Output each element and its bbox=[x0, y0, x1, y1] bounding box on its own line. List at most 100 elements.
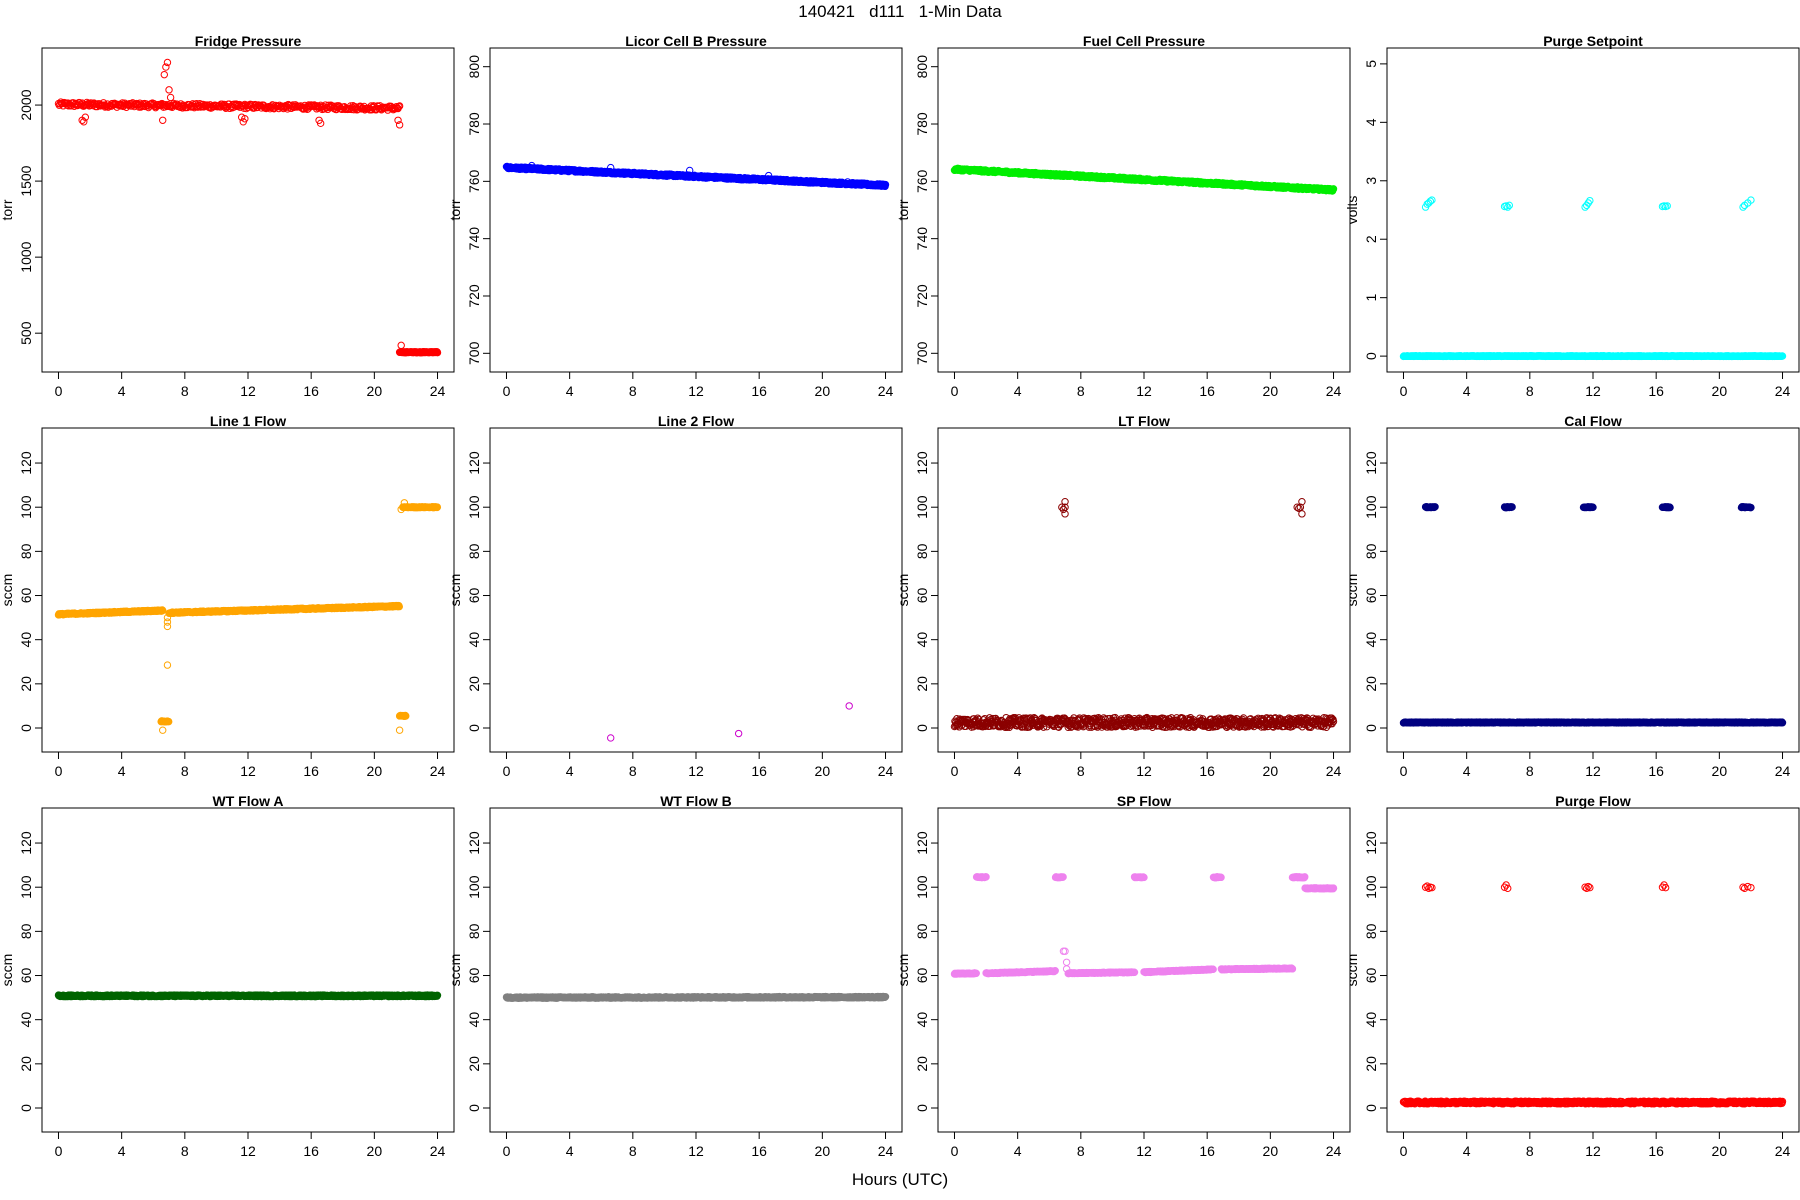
y-tick-label: 80 bbox=[18, 543, 34, 559]
y-tick-label: 780 bbox=[466, 112, 482, 136]
plot-frame bbox=[489, 47, 903, 373]
data-point bbox=[294, 102, 302, 110]
y-tick-label: 40 bbox=[1363, 632, 1379, 648]
y-tick-label: 60 bbox=[18, 588, 34, 604]
y-axis-label: sccm bbox=[895, 574, 911, 607]
y-axis-label: torr bbox=[895, 199, 911, 220]
series-line-2-flow bbox=[607, 702, 853, 742]
y-axis-label: sccm bbox=[0, 574, 15, 607]
x-tick-label: 0 bbox=[503, 383, 511, 399]
y-axis-label: sccm bbox=[447, 574, 463, 607]
x-tick-label: 8 bbox=[629, 383, 637, 399]
y-tick-label: 700 bbox=[466, 341, 482, 365]
x-tick-label: 8 bbox=[1077, 763, 1085, 779]
data-point bbox=[397, 341, 405, 350]
y-tick-label: 720 bbox=[914, 284, 930, 308]
y-tick-label: 2 bbox=[1363, 235, 1379, 243]
x-tick-label: 24 bbox=[430, 383, 446, 399]
x-tick-label: 24 bbox=[878, 383, 894, 399]
x-tick-label: 0 bbox=[55, 763, 63, 779]
data-point bbox=[163, 661, 172, 669]
x-tick-label: 0 bbox=[951, 763, 959, 779]
y-tick-label: 40 bbox=[914, 632, 930, 648]
panel-title: Licor Cell B Pressure bbox=[625, 33, 767, 49]
plot-frame bbox=[1386, 427, 1800, 753]
x-tick-label: 24 bbox=[1775, 763, 1791, 779]
plot-frame bbox=[937, 47, 1351, 373]
y-tick-label: 100 bbox=[914, 495, 930, 519]
data-point bbox=[1329, 185, 1338, 193]
data-point bbox=[433, 503, 442, 511]
x-tick-label: 24 bbox=[878, 763, 894, 779]
y-tick-label: 1000 bbox=[18, 241, 34, 272]
y-tick-label: 3 bbox=[1363, 177, 1379, 185]
x-axis: 0 4 8 12 16 20 24 bbox=[951, 752, 1342, 779]
y-tick-label: 60 bbox=[1363, 588, 1379, 604]
data-point bbox=[881, 180, 890, 189]
x-axis: 0 4 8 12 16 20 24 bbox=[1400, 752, 1791, 779]
x-tick-label: 12 bbox=[1136, 383, 1152, 399]
series-line-1-flow bbox=[54, 499, 442, 734]
y-tick-label: 740 bbox=[466, 227, 482, 251]
x-tick-label: 8 bbox=[181, 763, 189, 779]
data-point bbox=[57, 98, 65, 106]
data-point bbox=[395, 102, 403, 111]
y-tick-label: 800 bbox=[914, 55, 930, 79]
x-tick-label: 16 bbox=[751, 763, 767, 779]
x-tick-label: 4 bbox=[1014, 383, 1022, 399]
y-tick-label: 60 bbox=[914, 588, 930, 604]
x-tick-label: 0 bbox=[1400, 763, 1408, 779]
y-tick-label: 120 bbox=[914, 451, 930, 475]
x-tick-label: 20 bbox=[1263, 763, 1279, 779]
data-point bbox=[433, 348, 442, 357]
y-tick-label: 20 bbox=[466, 676, 482, 692]
data-point bbox=[607, 734, 615, 742]
x-tick-label: 0 bbox=[951, 383, 959, 399]
x-tick-label: 4 bbox=[118, 383, 126, 399]
x-tick-label: 20 bbox=[1712, 383, 1728, 399]
panel-title: Purge Setpoint bbox=[1543, 33, 1643, 49]
x-tick-label: 12 bbox=[688, 383, 704, 399]
plot-frame bbox=[1386, 47, 1800, 373]
y-tick-label: 120 bbox=[18, 451, 34, 475]
y-axis-label: volts bbox=[1344, 196, 1360, 225]
x-tick-label: 20 bbox=[367, 383, 383, 399]
x-axis: 0 4 8 12 16 20 24 bbox=[503, 752, 894, 779]
y-tick-label: 760 bbox=[466, 169, 482, 193]
x-tick-label: 20 bbox=[815, 383, 831, 399]
panel-title: Fuel Cell Pressure bbox=[1083, 33, 1205, 49]
y-tick-label: 780 bbox=[914, 112, 930, 136]
y-tick-label: 80 bbox=[1363, 543, 1379, 559]
figure-title: 140421 d111 1-Min Data bbox=[798, 2, 1002, 21]
x-tick-label: 8 bbox=[1526, 383, 1534, 399]
y-tick-label: 740 bbox=[914, 227, 930, 251]
x-tick-label: 4 bbox=[118, 763, 126, 779]
panel-title: Line 1 Flow bbox=[210, 413, 286, 429]
x-tick-label: 16 bbox=[1199, 763, 1215, 779]
y-tick-label: 80 bbox=[914, 543, 930, 559]
y-tick-label: 20 bbox=[914, 676, 930, 692]
x-tick-label: 8 bbox=[1077, 383, 1085, 399]
x-tick-label: 4 bbox=[1463, 383, 1471, 399]
data-point bbox=[395, 602, 404, 611]
x-tick-label: 8 bbox=[629, 763, 637, 779]
panel-title: Cal Flow bbox=[1564, 413, 1622, 429]
plot-frame bbox=[41, 427, 455, 753]
y-axis-label: sccm bbox=[1344, 574, 1360, 607]
data-point bbox=[165, 86, 173, 94]
y-tick-label: 20 bbox=[1363, 676, 1379, 692]
y-tick-label: 20 bbox=[18, 676, 34, 692]
series-cal-flow bbox=[1399, 503, 1787, 727]
x-tick-label: 24 bbox=[1326, 383, 1342, 399]
series-licor-cell-b-pressure bbox=[502, 161, 890, 191]
